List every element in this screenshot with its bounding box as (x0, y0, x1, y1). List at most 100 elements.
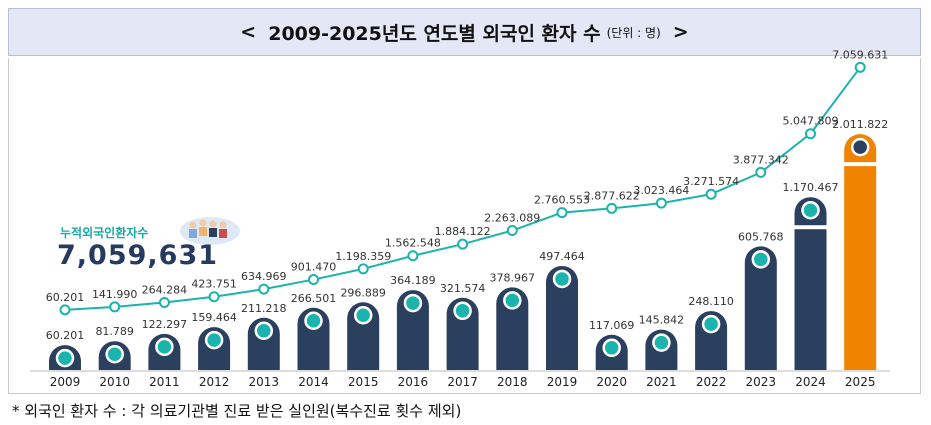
bar-dot-2014 (304, 311, 323, 331)
bar-dot-2009 (55, 348, 75, 368)
plot-frame (8, 58, 921, 394)
bar-label-2018: 378.967 (490, 271, 536, 284)
line-label-2022: 3.271.574 (683, 175, 739, 188)
person-head-icon (199, 219, 207, 227)
bar-dot-2020 (602, 338, 621, 358)
person-head-icon (219, 221, 227, 229)
line-label-2023: 3.877.342 (733, 153, 789, 166)
line-point-2021 (655, 197, 667, 209)
person-body-icon (189, 229, 197, 238)
line-label-2024: 5.047.809 (783, 115, 839, 128)
x-tick-2022: 2022 (696, 375, 727, 389)
bar-label-2011: 122.297 (142, 318, 188, 331)
bar-label-2014: 266.501 (291, 292, 337, 305)
x-tick-2018: 2018 (497, 375, 528, 389)
x-tick-2021: 2021 (646, 375, 677, 389)
person-body-icon (199, 227, 207, 236)
bar-dot-2023 (751, 250, 771, 269)
line-label-2017: 1.884.122 (435, 225, 491, 238)
bar-label-2024: 1.170.467 (783, 181, 839, 194)
bar-dot-2018 (503, 291, 522, 310)
bar-label-2021: 145.842 (639, 314, 685, 327)
x-tick-2013: 2013 (249, 375, 280, 389)
line-point-2010 (109, 301, 121, 313)
x-tick-2012: 2012 (199, 375, 230, 389)
bar-label-2010: 81.789 (95, 325, 134, 338)
line-point-2015 (357, 263, 369, 275)
line-point-2018 (506, 225, 518, 237)
bar-label-2023: 605.768 (738, 230, 784, 243)
line-point-2025 (854, 61, 866, 73)
bar-dot-2016 (403, 293, 423, 313)
line-label-2025: 7.059.631 (832, 48, 888, 61)
x-tick-2011: 2011 (149, 375, 180, 389)
axis-break-2024 (791, 225, 830, 230)
x-tick-2010: 2010 (99, 375, 130, 389)
line-point-2022 (705, 188, 717, 200)
x-tick-2019: 2019 (547, 375, 578, 389)
line-point-2011 (158, 296, 170, 308)
bar-dot-2024 (801, 200, 820, 220)
line-label-2014: 901.470 (291, 261, 337, 274)
x-tick-2015: 2015 (348, 375, 379, 389)
line-point-2009 (59, 304, 71, 316)
line-label-2019: 2.760.553 (534, 194, 590, 207)
bar-2025 (844, 134, 877, 370)
line-label-2021: 3.023.464 (633, 184, 689, 197)
bar-dot-2010 (105, 344, 124, 364)
cumulative-line (64, 66, 862, 311)
x-tick-2020: 2020 (596, 375, 627, 389)
bar-label-2025: 2.011.822 (832, 118, 888, 131)
bar-2016 (396, 290, 429, 370)
person-body-icon (219, 229, 227, 238)
person-head-icon (209, 220, 217, 228)
line-label-2012: 423.751 (191, 278, 237, 291)
line-label-2018: 2.263.089 (484, 212, 540, 225)
bar-label-2022: 248.110 (688, 295, 734, 308)
bar-dot-2022 (701, 314, 721, 334)
x-tick-2014: 2014 (298, 375, 329, 389)
legend-label: 누적외국인환자수 (60, 226, 149, 240)
footnote: * 외국인 환자 수 : 각 의료기관별 진료 받은 실인원(복수진료 횟수 제… (12, 402, 462, 420)
line-point-2012 (208, 291, 220, 303)
line-point-2013 (258, 283, 270, 295)
line-label-2020: 2.877.622 (584, 189, 640, 202)
title-close: > (672, 21, 689, 43)
bar-label-2016: 364.189 (390, 274, 436, 287)
line-point-2024 (805, 128, 816, 140)
legend-value: 7,059,631 (57, 240, 219, 271)
title-text: 2009-2025년도 연도별 외국인 환자 수 (268, 22, 601, 45)
title-unit: (단위 : 명) (606, 25, 661, 40)
x-tick-2025: 2025 (845, 375, 876, 389)
bar-label-2012: 159.464 (191, 311, 237, 324)
person-head-icon (189, 221, 197, 229)
chart-title: < 2009-2025년도 연도별 외국인 환자 수 (단위 : 명) > (8, 8, 921, 56)
x-tick-2017: 2017 (447, 375, 478, 389)
bar-2018 (496, 287, 529, 370)
line-point-2017 (457, 238, 469, 250)
line-point-2014 (308, 274, 319, 286)
bar-dot-2011 (155, 337, 174, 357)
line-label-2010: 141.990 (92, 288, 138, 301)
bar-dot-2013 (254, 321, 274, 341)
bar-dot-2019 (552, 269, 572, 289)
line-label-2013: 634.969 (241, 270, 287, 283)
line-point-2020 (606, 202, 618, 214)
bar-dot-2025 (850, 137, 870, 157)
line-label-2015: 1.198.359 (335, 250, 391, 263)
line-label-2016: 1.562.548 (385, 237, 441, 250)
bar-2023 (744, 246, 777, 370)
bar-label-2009: 60.201 (46, 329, 85, 342)
line-label-2009: 60.201 (46, 291, 85, 304)
bar-label-2013: 211.218 (241, 302, 287, 315)
bar-2019 (546, 265, 578, 370)
bar-dot-2021 (652, 333, 671, 352)
line-label-2011: 264.284 (142, 283, 188, 296)
line-point-2016 (407, 250, 419, 262)
x-tick-2016: 2016 (398, 375, 429, 389)
bar-dot-2017 (453, 301, 472, 321)
bar-2024 (794, 197, 827, 370)
bar-2017 (446, 297, 479, 370)
axis-break-2025 (841, 162, 880, 167)
